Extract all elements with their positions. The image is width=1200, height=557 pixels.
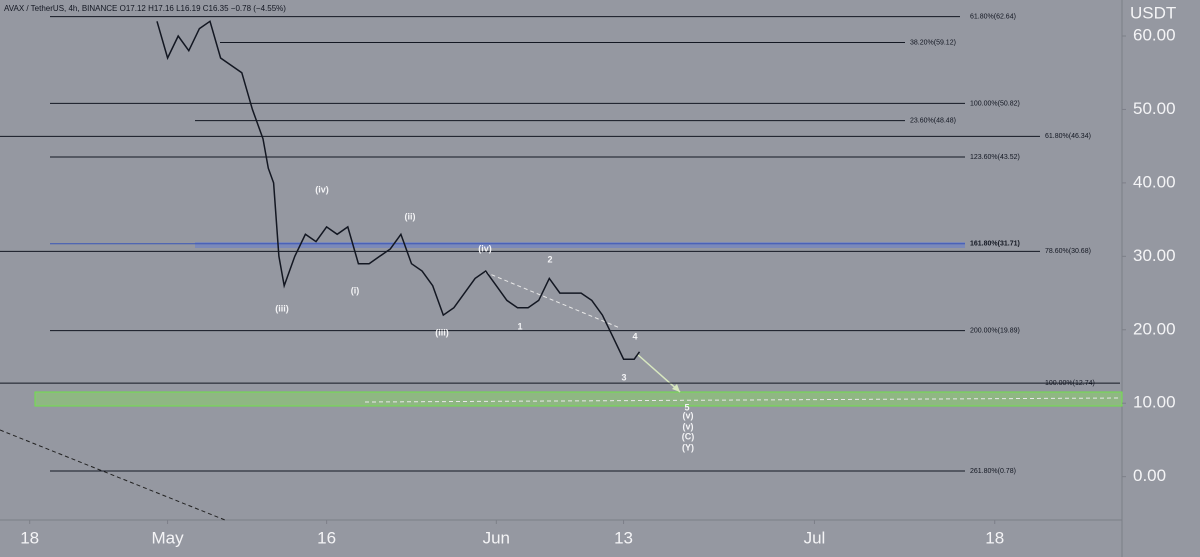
x-tick-label: 18 <box>20 528 39 547</box>
fib-label: 123.60%(43.52) <box>970 154 1020 161</box>
projection-arrow <box>636 353 681 393</box>
fib-label: 161.80%(31.71) <box>970 241 1020 248</box>
y-axis-label: USDT <box>1130 3 1176 22</box>
wave-label: (iii) <box>435 327 449 337</box>
wave-label: 1 <box>517 321 522 331</box>
fib-label: 61.80%(62.64) <box>970 13 1016 20</box>
wave-label: (iv) <box>478 243 492 253</box>
fib-label: 100.00%(50.82) <box>970 100 1020 107</box>
target-zone <box>34 391 1123 407</box>
trend-line <box>0 429 226 521</box>
y-tick-label: 40.00 <box>1133 172 1176 191</box>
fib-label: 261.80%(0.78) <box>970 468 1016 475</box>
channel-line <box>484 271 621 329</box>
wave-label: 5 <box>684 402 689 412</box>
fib-label: 38.20%(59.12) <box>910 39 956 46</box>
wave-label: (v) <box>683 410 694 420</box>
wave-label: (C) <box>682 431 695 441</box>
fib-label: 78.60%(30.68) <box>1045 248 1091 255</box>
chart-header: AVAX / TetherUS, 4h, BINANCE O17.12 H17.… <box>4 4 286 13</box>
wave-label: (ii) <box>405 211 416 221</box>
y-tick-label: 50.00 <box>1133 99 1176 118</box>
y-tick-label: 0.00 <box>1133 466 1166 485</box>
fib-label: 200.00%(19.89) <box>970 327 1020 334</box>
x-tick-label: 13 <box>614 528 633 547</box>
price-line <box>156 20 641 360</box>
wave-label: (v) <box>683 421 694 431</box>
fib-label: 23.60%(48.48) <box>910 117 956 124</box>
fib-label: 100.00%(12.74) <box>1045 380 1095 387</box>
x-tick-label: 18 <box>985 528 1004 547</box>
wave-label: (iv) <box>315 184 329 194</box>
fib-label: 61.80%(46.34) <box>1045 133 1091 140</box>
x-tick-label: 16 <box>317 528 336 547</box>
blue-band <box>195 242 965 248</box>
x-tick-label: May <box>151 528 184 547</box>
x-tick-label: Jul <box>804 528 826 547</box>
y-tick-label: 30.00 <box>1133 246 1176 265</box>
y-tick-label: 20.00 <box>1133 319 1176 338</box>
wave-label: (Y) <box>682 442 694 452</box>
wave-label: 4 <box>632 331 637 341</box>
x-tick-label: Jun <box>483 528 510 547</box>
arrow-head <box>672 384 680 392</box>
wave-label: 3 <box>621 372 626 382</box>
wave-label: 2 <box>547 254 552 264</box>
y-tick-label: 60.00 <box>1133 25 1176 44</box>
wave-label: (i) <box>351 285 360 295</box>
wave-label: (iii) <box>275 303 289 313</box>
y-tick-label: 10.00 <box>1133 393 1176 412</box>
